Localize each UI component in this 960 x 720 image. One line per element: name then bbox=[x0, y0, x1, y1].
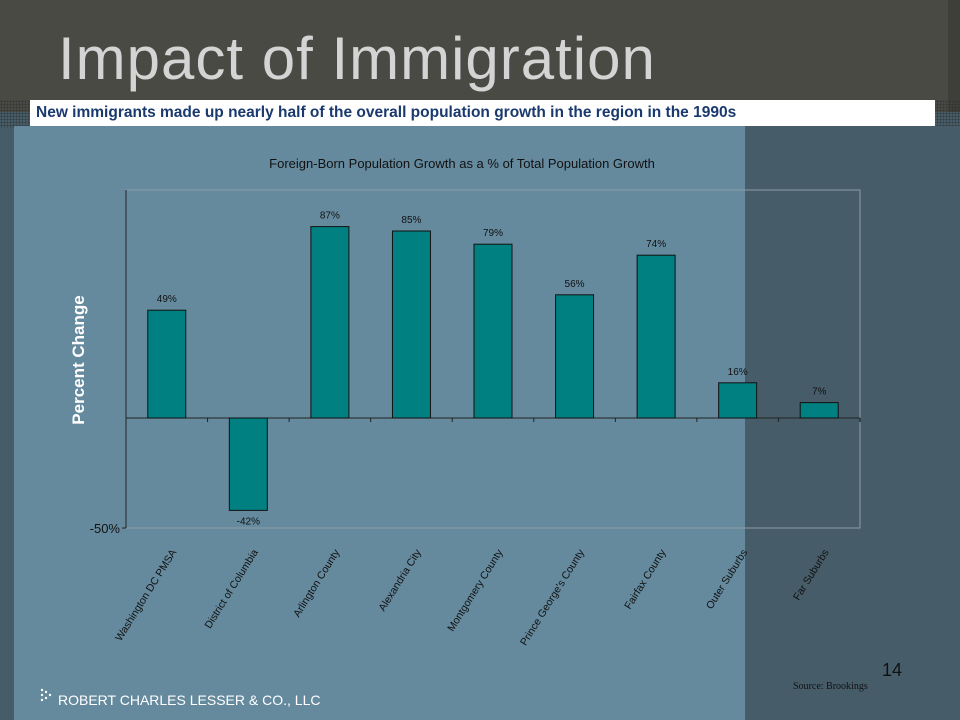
x-tick-label: District of Columbia bbox=[202, 547, 260, 631]
chart-title: Foreign-Born Population Growth as a % of… bbox=[269, 156, 655, 171]
title-bar bbox=[0, 0, 960, 112]
bar bbox=[473, 243, 513, 419]
bar bbox=[636, 254, 676, 419]
data-label: 79% bbox=[483, 228, 503, 239]
data-label: 85% bbox=[401, 215, 421, 226]
subtitle-band bbox=[30, 100, 935, 126]
right-side-bar bbox=[745, 126, 960, 720]
bar bbox=[391, 230, 431, 419]
x-tick-label: Montgomery County bbox=[445, 547, 506, 634]
x-tick-label: Outer Suburbs bbox=[704, 547, 750, 611]
source-note: Source: Brookings bbox=[793, 681, 868, 692]
slide-subtitle: New immigrants made up nearly half of th… bbox=[36, 104, 737, 121]
data-label: 16% bbox=[728, 367, 748, 378]
data-label: 74% bbox=[646, 239, 666, 250]
data-label: 49% bbox=[157, 294, 177, 305]
bar bbox=[555, 294, 595, 419]
x-tick-label: Fairfax County bbox=[622, 547, 669, 612]
bar bbox=[718, 382, 758, 419]
title-bar-edge bbox=[948, 0, 960, 112]
x-tick-label: Arlington County bbox=[291, 547, 343, 620]
content-panel bbox=[14, 126, 745, 720]
data-label: 87% bbox=[320, 211, 340, 222]
page-number: 14 bbox=[882, 660, 903, 680]
data-label: -42% bbox=[237, 516, 260, 527]
bar bbox=[228, 417, 268, 511]
data-label: 7% bbox=[812, 387, 827, 398]
x-tick-label: Far Suburbs bbox=[791, 547, 832, 602]
dotted-arrow-icon bbox=[40, 688, 52, 702]
x-tick-label: Alexandria City bbox=[376, 547, 424, 614]
company-name: ROBERT CHARLES LESSER & CO., LLC bbox=[58, 692, 321, 708]
bar bbox=[799, 402, 839, 419]
bar bbox=[147, 309, 187, 419]
y-tick-label: -50% bbox=[90, 521, 121, 536]
bar bbox=[310, 226, 350, 419]
slide-title: Impact of Immigration bbox=[58, 25, 656, 92]
x-tick-label: Prince George's County bbox=[518, 547, 587, 648]
data-label: 56% bbox=[565, 279, 585, 290]
x-tick-label: Washington DC PMSA bbox=[113, 547, 179, 643]
y-axis-label: Percent Change bbox=[69, 295, 88, 424]
